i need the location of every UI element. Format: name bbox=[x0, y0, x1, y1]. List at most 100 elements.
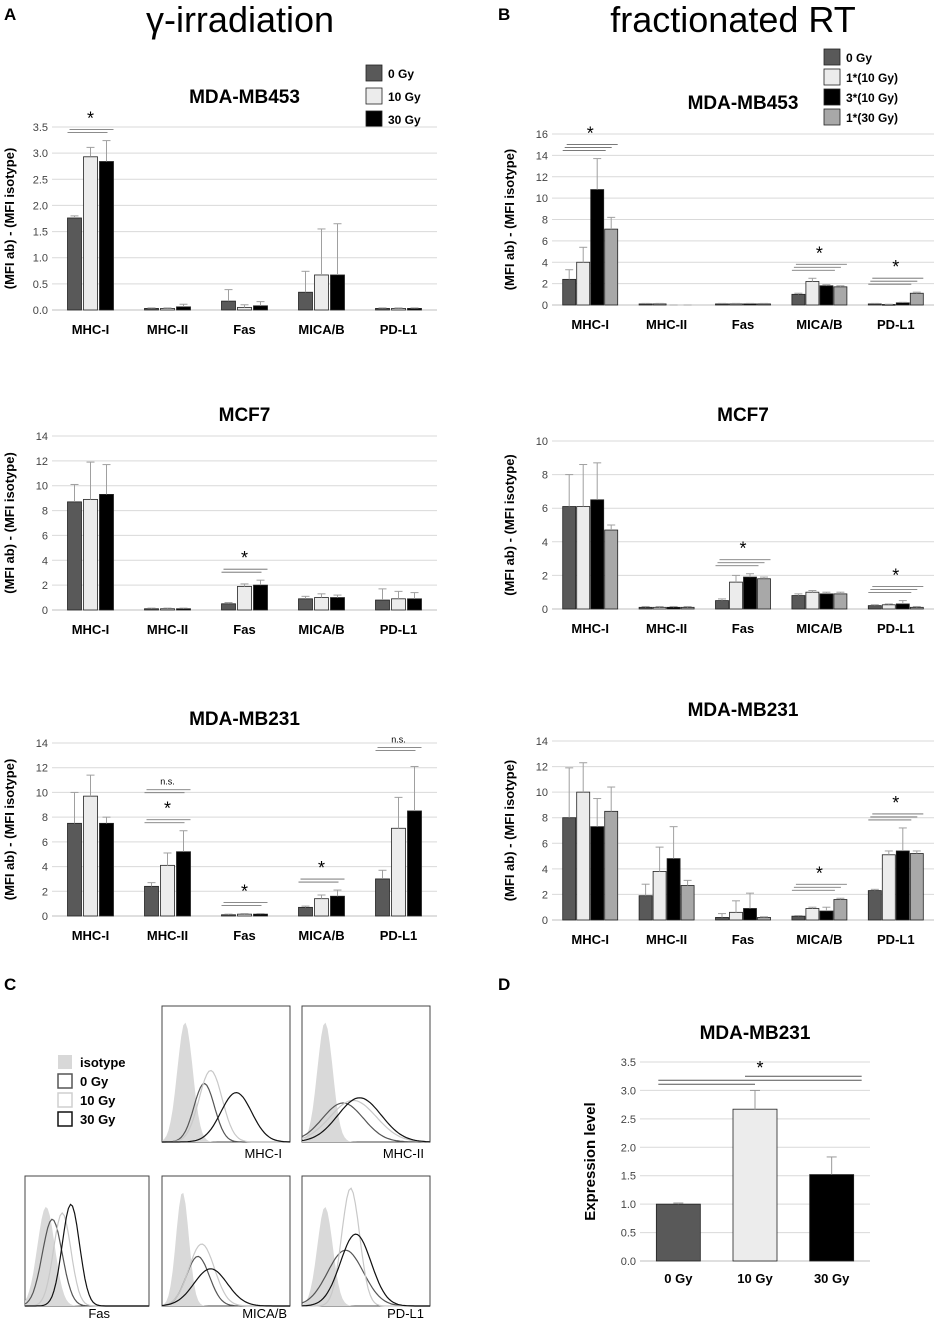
y-tick-label: 10 bbox=[536, 787, 548, 799]
y-axis-label: (MFI ab) - (MFI isotype) bbox=[502, 454, 517, 596]
bar bbox=[805, 591, 820, 610]
legend-swatch bbox=[58, 1055, 72, 1069]
y-tick-label: 0.0 bbox=[621, 1256, 636, 1268]
bar bbox=[144, 885, 159, 917]
y-tick-label: 6 bbox=[42, 837, 48, 849]
bar bbox=[144, 608, 159, 611]
bar bbox=[330, 597, 345, 611]
legend-label: 3*(10 Gy) bbox=[846, 91, 898, 105]
category-label: MHC-I bbox=[571, 932, 609, 947]
bar bbox=[867, 890, 882, 921]
category-label: Fas bbox=[732, 932, 754, 947]
bar bbox=[176, 608, 191, 611]
y-tick-label: 0.5 bbox=[33, 279, 48, 291]
bar bbox=[743, 303, 757, 306]
significance-marker: * bbox=[739, 539, 746, 559]
y-tick-label: 2 bbox=[42, 886, 48, 898]
y-tick-label: 10 bbox=[536, 193, 548, 205]
y-tick-label: 12 bbox=[36, 763, 48, 775]
bar bbox=[791, 915, 806, 921]
bar bbox=[757, 303, 771, 306]
bar bbox=[680, 606, 695, 610]
legend-label: 10 Gy bbox=[80, 1093, 116, 1108]
y-tick-label: 16 bbox=[536, 129, 548, 141]
bar bbox=[314, 274, 329, 311]
significance-marker: * bbox=[756, 1058, 763, 1078]
category-label: MHC-II bbox=[147, 928, 188, 943]
bar bbox=[237, 913, 252, 917]
bar bbox=[375, 308, 390, 311]
bar bbox=[791, 595, 806, 610]
category-label: MHC-I bbox=[72, 928, 110, 943]
y-tick-label: 4 bbox=[42, 555, 48, 567]
y-tick-label: 4 bbox=[42, 862, 48, 874]
bar bbox=[757, 917, 771, 921]
y-tick-label: 2 bbox=[42, 580, 48, 592]
y-tick-label: 12 bbox=[536, 762, 548, 774]
y-axis-label: Expression level bbox=[582, 1102, 599, 1220]
bar bbox=[729, 303, 743, 306]
y-axis-label: (MFI ab) - (MFI isotype) bbox=[2, 148, 17, 290]
legend-label: 0 Gy bbox=[388, 67, 414, 81]
category-label: MICA/B bbox=[298, 622, 344, 637]
legend-label: 0 Gy bbox=[846, 51, 872, 65]
legend-label: 1*(10 Gy) bbox=[846, 71, 898, 85]
bar bbox=[809, 1174, 855, 1262]
bar bbox=[314, 898, 329, 917]
y-tick-label: 3.0 bbox=[33, 148, 48, 160]
legend-swatch bbox=[823, 68, 841, 86]
y-tick-label: 2 bbox=[542, 889, 548, 901]
bar bbox=[176, 851, 191, 917]
bar bbox=[867, 303, 882, 306]
bar bbox=[819, 285, 834, 306]
legend-swatch bbox=[365, 87, 383, 105]
category-label: MICA/B bbox=[796, 932, 842, 947]
legend-swatch bbox=[57, 1092, 73, 1108]
bar bbox=[253, 913, 268, 917]
y-tick-label: 2 bbox=[542, 570, 548, 582]
panel-letter-d: D bbox=[498, 975, 510, 994]
significance-marker: n.s. bbox=[160, 777, 175, 787]
bar bbox=[819, 593, 834, 610]
category-label: MICA/B bbox=[298, 322, 344, 337]
bar bbox=[805, 908, 820, 921]
histogram-label: Fas bbox=[88, 1306, 110, 1321]
y-tick-label: 10 bbox=[536, 436, 548, 448]
bar bbox=[895, 850, 910, 921]
category-label: PD-L1 bbox=[877, 932, 915, 947]
bar bbox=[638, 606, 653, 610]
bar bbox=[67, 822, 82, 917]
chart-b-mda-mb453: MDA-MB453 (MFI ab) - (MFI isotype) 0 2 4 6 8 10… bbox=[502, 93, 934, 332]
y-tick-label: 8 bbox=[542, 813, 548, 825]
legend-swatch bbox=[57, 1073, 73, 1089]
y-tick-label: 3.0 bbox=[621, 1085, 636, 1097]
bar bbox=[576, 506, 591, 610]
bar bbox=[895, 302, 910, 306]
y-tick-label: 10 bbox=[36, 787, 48, 799]
histogram-label: PD-L1 bbox=[387, 1306, 424, 1321]
bar bbox=[909, 606, 924, 610]
bar bbox=[562, 817, 577, 921]
chart-title: MCF7 bbox=[219, 405, 271, 426]
panel-letter-c: C bbox=[4, 975, 16, 994]
bar bbox=[732, 1108, 778, 1262]
bar bbox=[576, 791, 591, 921]
bar bbox=[604, 228, 619, 306]
y-tick-label: 8 bbox=[542, 470, 548, 482]
bar bbox=[590, 189, 605, 306]
histogram-curve bbox=[301, 1097, 431, 1143]
y-tick-label: 4 bbox=[542, 864, 548, 876]
bar bbox=[729, 581, 743, 610]
category-label: Fas bbox=[233, 322, 255, 337]
y-tick-label: 2 bbox=[542, 279, 548, 291]
bar bbox=[729, 911, 743, 921]
significance-marker: * bbox=[587, 124, 594, 144]
bar bbox=[221, 914, 236, 917]
category-label: MHC-I bbox=[72, 622, 110, 637]
category-label: PD-L1 bbox=[380, 322, 418, 337]
chart-b-mcf7: MCF7 (MFI ab) - (MFI isotype) 0 2 4 6 8 10 MHC-I… bbox=[502, 405, 934, 636]
bar bbox=[83, 498, 98, 611]
bar bbox=[83, 156, 98, 311]
y-tick-label: 2.5 bbox=[33, 174, 48, 186]
